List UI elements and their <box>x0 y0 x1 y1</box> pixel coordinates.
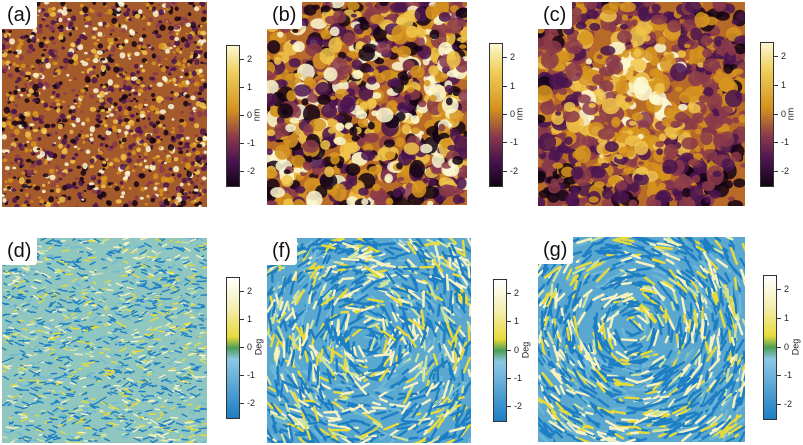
panel-label-a: (a) <box>2 2 38 29</box>
colorbar-tick-label: 1 <box>510 80 516 91</box>
colorbar-tick-mark <box>507 321 511 323</box>
colorbar-unit-label: Deg <box>253 338 264 356</box>
colorbar-tick-label: 0 <box>247 342 253 352</box>
colorbar-tick-mark <box>240 87 244 88</box>
colorbar-a <box>226 45 240 187</box>
colorbar-b <box>489 43 503 187</box>
colorbar-tick-label: -2 <box>247 166 256 176</box>
colorbar-tick-mark <box>774 142 778 144</box>
afm-panel-g: (g) <box>538 237 745 442</box>
colorbar-unit-label: nm <box>514 107 525 121</box>
colorbar-unit-label: Deg <box>520 341 531 358</box>
colorbar-tick-label: 0 <box>514 344 520 355</box>
colorbar-tick-label: 2 <box>781 51 787 62</box>
afm-phase-image-f <box>267 238 471 443</box>
afm-phase-image-d <box>2 238 207 443</box>
colorbar-tick-mark <box>774 84 778 86</box>
colorbar-tick-mark <box>507 377 511 379</box>
colorbar-tick-label: -1 <box>247 138 256 148</box>
colorbar-tick-mark <box>507 293 511 295</box>
colorbar-tick-label: -2 <box>781 165 790 176</box>
colorbar-tick-mark <box>503 170 507 172</box>
panel-label-f: (f) <box>267 238 297 265</box>
colorbar-tick-mark <box>507 405 511 407</box>
colorbar-tick-label: 1 <box>514 316 520 327</box>
colorbar-tick-label: 0 <box>510 109 516 119</box>
colorbar-tick-label: 2 <box>247 286 253 296</box>
afm-phase-image-g <box>538 237 745 442</box>
colorbar-tick-mark <box>240 171 244 172</box>
colorbar-c <box>760 42 774 187</box>
colorbar-tick-mark <box>774 170 778 172</box>
colorbar-tick-label: 1 <box>784 312 790 323</box>
colorbar-tick-label: 1 <box>781 79 787 90</box>
afm-height-image-c <box>538 2 745 206</box>
colorbar-d <box>226 277 240 419</box>
colorbar-tick-label: -2 <box>510 165 519 176</box>
colorbar-tick-label: -1 <box>514 372 523 383</box>
panel-label-d: (d) <box>2 238 38 265</box>
colorbar-tick-label: -1 <box>784 370 793 381</box>
colorbar-tick-mark <box>777 375 781 377</box>
colorbar-tick-label: -1 <box>510 137 519 148</box>
afm-panel-d: (d) <box>2 238 207 443</box>
colorbar-tick-label: -2 <box>247 398 256 408</box>
colorbar-unit-label: Deg <box>790 338 801 355</box>
colorbar-tick-mark <box>240 291 244 292</box>
colorbar-tick-mark <box>240 143 244 144</box>
colorbar-tick-label: 1 <box>247 82 253 92</box>
colorbar-tick-mark <box>503 142 507 144</box>
colorbar-tick-label: -2 <box>514 400 523 411</box>
colorbar-tick-mark <box>774 113 778 115</box>
colorbar-tick-mark <box>240 115 244 116</box>
colorbar-g <box>763 275 777 420</box>
colorbar-tick-label: -2 <box>784 398 793 409</box>
colorbar-tick-mark <box>777 346 781 348</box>
colorbar-tick-label: 2 <box>514 288 520 299</box>
afm-panel-c: (c) <box>538 2 745 206</box>
colorbar-tick-label: 2 <box>510 52 516 63</box>
colorbar-tick-mark <box>503 57 507 59</box>
colorbar-tick-mark <box>777 403 781 405</box>
afm-panel-f: (f) <box>267 238 471 443</box>
afm-height-image-a <box>2 2 207 207</box>
colorbar-tick-mark <box>240 375 244 376</box>
colorbar-unit-label: nm <box>251 108 262 122</box>
colorbar-tick-mark <box>777 317 781 319</box>
colorbar-tick-label: 1 <box>247 314 253 324</box>
colorbar-tick-mark <box>240 403 244 404</box>
colorbar-tick-mark <box>503 85 507 87</box>
colorbar-tick-mark <box>240 347 244 348</box>
colorbar-tick-label: 0 <box>781 108 787 119</box>
afm-panel-b: (b) <box>267 2 467 205</box>
panel-label-c: (c) <box>538 2 573 29</box>
panel-label-b: (b) <box>267 2 303 29</box>
colorbar-tick-mark <box>507 349 511 351</box>
panel-label-g: (g) <box>538 237 574 264</box>
colorbar-tick-mark <box>503 114 507 115</box>
colorbar-tick-label: -1 <box>247 370 256 380</box>
colorbar-tick-mark <box>240 59 244 60</box>
colorbar-tick-label: 0 <box>784 341 790 352</box>
colorbar-tick-label: 2 <box>247 54 253 64</box>
colorbar-tick-mark <box>774 56 778 58</box>
colorbar-f <box>493 279 507 422</box>
colorbar-tick-label: -1 <box>781 137 790 148</box>
afm-panel-a: (a) <box>2 2 207 207</box>
colorbar-tick-label: 2 <box>784 284 790 295</box>
colorbar-tick-mark <box>777 289 781 291</box>
colorbar-tick-label: 0 <box>247 110 253 120</box>
colorbar-tick-mark <box>240 319 244 320</box>
colorbar-unit-label: nm <box>785 107 796 120</box>
afm-height-image-b <box>267 2 467 205</box>
